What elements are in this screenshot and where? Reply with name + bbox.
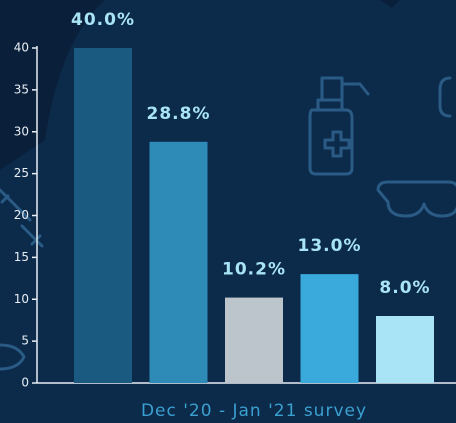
y-tick-label: 20 xyxy=(14,208,29,222)
bar xyxy=(376,316,434,383)
value-label: 40.0% xyxy=(71,10,135,30)
bar xyxy=(225,297,283,383)
decoration xyxy=(0,76,456,371)
value-label: 13.0% xyxy=(298,236,362,256)
value-label: 8.0% xyxy=(379,278,430,298)
value-label: 10.2% xyxy=(222,260,286,280)
y-tick-label: 15 xyxy=(14,250,29,264)
y-tick-label: 25 xyxy=(14,166,29,180)
y-tick-label: 35 xyxy=(14,82,29,96)
y-tick-label: 10 xyxy=(14,292,29,306)
background-shape xyxy=(0,0,105,170)
y-tick-label: 5 xyxy=(21,334,29,348)
bar xyxy=(74,48,132,383)
value-label: 28.8% xyxy=(147,104,211,124)
background-shape xyxy=(380,0,400,8)
y-tick-label: 30 xyxy=(14,124,29,138)
bar xyxy=(300,274,359,383)
x-axis-label: Dec '20 - Jan '21 survey xyxy=(141,401,367,421)
bar xyxy=(149,141,208,383)
y-tick-label: 0 xyxy=(21,376,29,390)
y-tick-label: 40 xyxy=(14,41,29,55)
